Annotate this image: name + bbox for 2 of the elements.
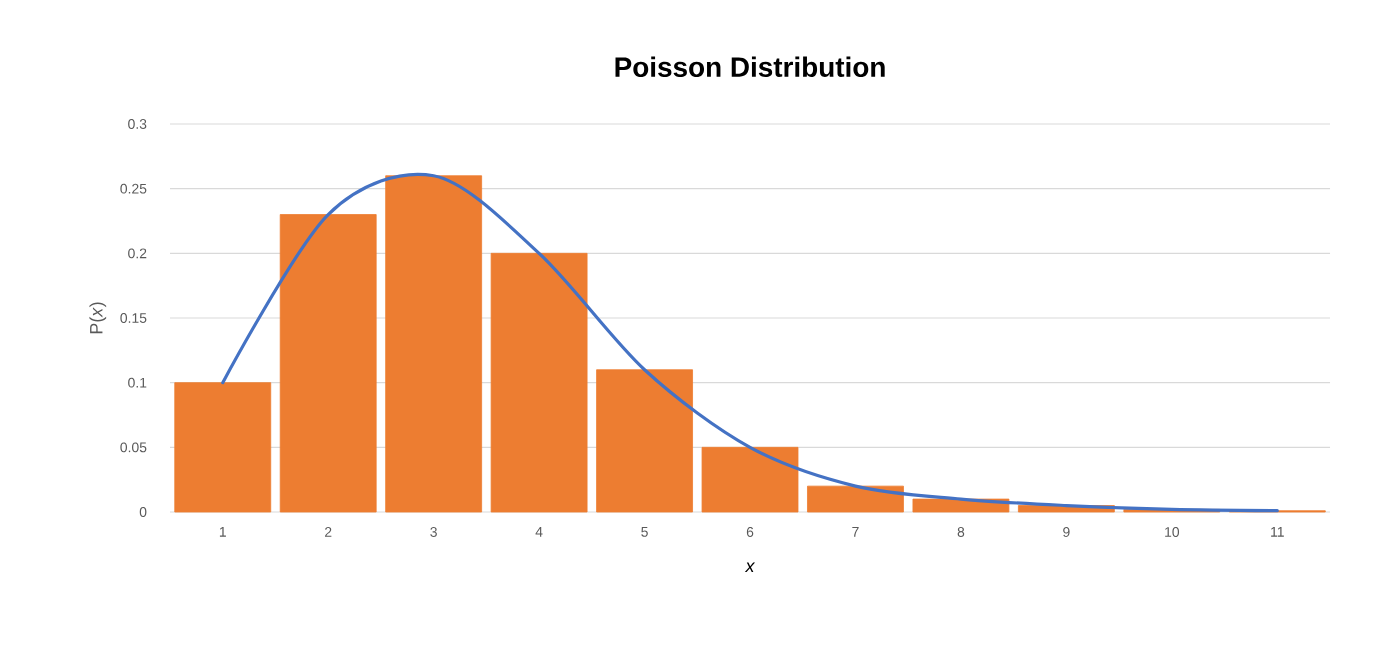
chart-title: Poisson Distribution <box>615 56 885 78</box>
x-axis-title: x <box>744 562 756 573</box>
